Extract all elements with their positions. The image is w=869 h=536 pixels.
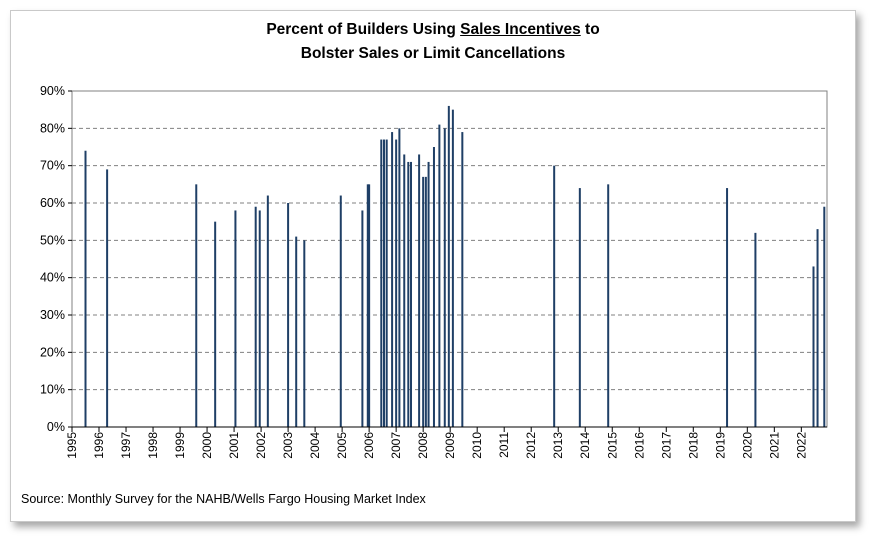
bar <box>403 154 406 427</box>
bars <box>84 105 826 428</box>
bar <box>418 154 421 427</box>
x-tick-label: 2001 <box>227 432 241 459</box>
x-tick-label: 2006 <box>362 432 376 459</box>
bar <box>427 161 430 427</box>
x-tick-label: 2020 <box>740 432 754 459</box>
bar <box>391 132 394 428</box>
bar <box>438 124 441 427</box>
bar <box>368 184 371 427</box>
bar <box>254 206 257 427</box>
chart-title: Percent of Builders Using Sales Incentiv… <box>0 18 866 66</box>
bar <box>447 105 450 427</box>
x-tick-label: 1999 <box>173 432 187 459</box>
x-axis: 1995 1996 1997 1998 1999 2000 2001 2002 2003 2004… <box>65 426 827 459</box>
y-tick-label: 80% <box>40 121 65 135</box>
source-note: Source: Monthly Survey for the NAHB/Well… <box>21 492 426 506</box>
x-tick-label: 2004 <box>308 432 322 459</box>
x-tick-label: 2018 <box>686 432 700 459</box>
x-tick-label: 2002 <box>254 432 268 459</box>
bar <box>432 147 435 427</box>
title-line-2: Bolster Sales or Limit Cancellations <box>300 45 566 62</box>
x-tick-label: 1998 <box>146 432 160 459</box>
y-tick-label: 50% <box>40 233 65 247</box>
bar <box>754 232 757 427</box>
x-tick-label: 2016 <box>632 432 646 459</box>
x-tick-label: 2003 <box>281 432 295 459</box>
bar <box>816 229 819 427</box>
bar <box>823 206 826 427</box>
bar <box>295 236 298 427</box>
bar <box>339 195 342 427</box>
bar <box>443 128 446 428</box>
title-underlined: Sales Incentives <box>460 21 581 38</box>
bar <box>214 221 217 427</box>
y-tick-label: 20% <box>40 345 65 359</box>
x-tick-label: 2008 <box>416 432 430 459</box>
bar <box>395 139 398 428</box>
x-tick-label: 2005 <box>335 432 349 459</box>
bar <box>553 165 556 427</box>
bar <box>398 128 401 428</box>
y-tick-label: 70% <box>40 159 65 173</box>
x-tick-label: 2013 <box>551 432 565 459</box>
bar <box>303 240 306 427</box>
y-tick-label: 40% <box>40 271 65 285</box>
y-axis: 0% 10% 20% 30% 40% 50% 60% 70% 80% 90% <box>40 84 72 434</box>
title-line-1: Percent of Builders Using Sales Incentiv… <box>0 18 866 42</box>
bar <box>451 109 454 428</box>
x-tick-label: 1995 <box>65 432 79 459</box>
x-tick-label: 2017 <box>659 432 673 459</box>
bar <box>258 210 261 427</box>
bar <box>106 169 109 427</box>
bar <box>380 139 383 428</box>
bar <box>361 210 364 427</box>
bar <box>812 266 815 427</box>
y-tick-label: 90% <box>40 84 65 98</box>
x-tick-label: 2010 <box>470 432 484 459</box>
bar <box>578 188 581 427</box>
y-tick-label: 10% <box>40 383 65 397</box>
title-prefix: Percent of Builders Using <box>266 21 461 38</box>
x-tick-label: 2011 <box>497 432 511 458</box>
bar <box>287 203 290 427</box>
x-tick-label: 1996 <box>92 432 106 459</box>
x-tick-label: 2021 <box>767 432 781 459</box>
bar <box>195 184 198 427</box>
y-tick-label: 30% <box>40 308 65 322</box>
bar <box>424 176 427 427</box>
x-tick-label: 2009 <box>443 432 457 459</box>
bar <box>385 139 388 428</box>
bar <box>366 184 369 427</box>
x-tick-label: 2014 <box>578 432 592 459</box>
x-tick-label: 2019 <box>713 432 727 459</box>
bar <box>422 176 425 427</box>
x-tick-label: 2012 <box>524 432 538 459</box>
x-tick-label: 2000 <box>200 432 214 459</box>
bar <box>407 161 410 427</box>
x-tick-label: 2022 <box>794 432 808 459</box>
bar <box>607 184 610 427</box>
bar <box>382 139 385 428</box>
x-tick-label: 2007 <box>389 432 403 459</box>
x-tick-label: 2015 <box>605 432 619 459</box>
x-tick-label: 1997 <box>119 432 133 459</box>
bar <box>461 132 464 428</box>
bar <box>84 150 87 427</box>
title-suffix: to <box>580 21 600 38</box>
y-tick-label: 60% <box>40 196 65 210</box>
y-tick-label: 0% <box>47 420 65 434</box>
bar <box>410 161 413 427</box>
bar <box>266 195 269 427</box>
bar <box>726 188 729 427</box>
bar <box>234 210 237 427</box>
